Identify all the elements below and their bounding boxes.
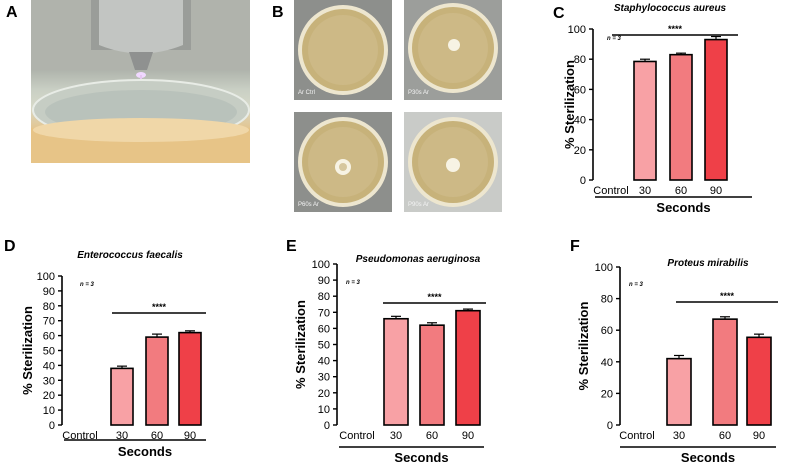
significance-label: ****	[720, 291, 735, 301]
chart-title: Proteus mirabilis	[667, 258, 749, 269]
y-tick-label: 30	[318, 372, 330, 384]
y-tick-label: 100	[37, 271, 55, 283]
panel-letter-d: D	[4, 238, 16, 255]
y-tick-label: 0	[49, 420, 55, 432]
y-axis-label: % Sterilization	[20, 306, 35, 395]
y-tick-label: 50	[43, 346, 55, 358]
x-axis-label: Seconds	[118, 444, 172, 459]
y-tick-label: 40	[43, 360, 55, 372]
plasma-jet-photo	[31, 0, 250, 163]
bar-60	[145, 336, 169, 426]
bar-30	[110, 367, 134, 426]
bar-60	[669, 53, 693, 181]
y-tick-label: 40	[318, 356, 330, 368]
y-tick-label: 30	[43, 375, 55, 387]
y-axis-label: % Sterilization	[293, 300, 308, 389]
x-tick-label: 60	[151, 430, 163, 442]
y-tick-label: 0	[324, 420, 330, 432]
y-tick-label: 20	[43, 390, 55, 402]
y-tick-label: 40	[601, 357, 613, 369]
x-axis-label: Seconds	[681, 450, 735, 465]
bar-90	[178, 331, 202, 426]
bar-60	[712, 318, 738, 426]
y-axis-label: % Sterilization	[562, 60, 577, 149]
x-tick-label: 90	[710, 185, 722, 197]
y-tick-label: 0	[580, 175, 586, 187]
bar-60	[419, 324, 445, 426]
panel-letter-c: C	[553, 5, 565, 22]
panel-letter-f: F	[570, 238, 580, 255]
y-tick-label: 40	[574, 115, 586, 127]
chart-title: Enterococcus faecalis	[77, 250, 183, 261]
x-tick-label: 60	[675, 185, 687, 197]
y-tick-label: 100	[312, 259, 330, 271]
y-tick-label: 50	[318, 340, 330, 352]
y-tick-label: 100	[595, 262, 613, 274]
plate-ar-ctrl	[294, 0, 392, 100]
chart-title: Pseudomonas aeruginosa	[356, 254, 481, 265]
x-tick-label: 60	[719, 430, 731, 442]
significance-label: ****	[668, 24, 683, 34]
y-tick-label: 0	[607, 420, 613, 432]
x-tick-label: 90	[462, 430, 474, 442]
y-tick-label: 60	[574, 84, 586, 96]
bar-90	[455, 309, 481, 426]
plate-p30s	[404, 0, 502, 100]
y-tick-label: 10	[43, 405, 55, 417]
plate-label-ar-ctrl: Ar Ctrl	[298, 90, 315, 96]
x-tick-label: 30	[673, 430, 685, 442]
panel-letter-b: B	[272, 4, 284, 21]
x-tick-label: Control	[339, 430, 374, 442]
panel-letter-a: A	[6, 4, 18, 21]
y-tick-label: 20	[318, 388, 330, 400]
n-label: n = 3	[629, 282, 644, 288]
y-tick-label: 100	[568, 24, 586, 36]
y-tick-label: 80	[574, 54, 586, 66]
bar-90	[746, 336, 772, 426]
significance-label: ****	[152, 302, 167, 312]
y-tick-label: 10	[318, 404, 330, 416]
x-tick-label: 30	[116, 430, 128, 442]
y-tick-label: 90	[43, 286, 55, 298]
x-axis-label: Seconds	[394, 450, 448, 465]
significance-label: ****	[427, 292, 442, 302]
plasma-jet-illustration	[31, 0, 250, 163]
plate-label-p30s: P30s Ar	[408, 90, 430, 96]
plate-label-p60s: P60s Ar	[298, 202, 320, 208]
y-tick-label: 20	[574, 145, 586, 157]
y-tick-label: 60	[43, 331, 55, 343]
panel-letter-e: E	[286, 238, 297, 255]
x-tick-label: 60	[426, 430, 438, 442]
n-label: n = 3	[80, 282, 95, 288]
y-tick-label: 90	[318, 275, 330, 287]
n-label: n = 3	[346, 280, 361, 286]
y-tick-label: 80	[43, 301, 55, 313]
plate-p60s	[294, 112, 392, 212]
y-tick-label: 70	[43, 316, 55, 328]
x-tick-label: 90	[753, 430, 765, 442]
y-tick-label: 60	[601, 325, 613, 337]
bar-30	[666, 357, 692, 426]
x-tick-label: 30	[390, 430, 402, 442]
y-tick-label: 20	[601, 388, 613, 400]
x-tick-label: Control	[62, 430, 97, 442]
y-tick-label: 80	[601, 294, 613, 306]
x-tick-label: Control	[593, 185, 628, 197]
bar-30	[383, 317, 409, 426]
x-tick-label: 90	[184, 430, 196, 442]
chart-title: Staphylococcus aureus	[614, 3, 727, 14]
y-tick-label: 70	[318, 307, 330, 319]
plate-label-p90s: P90s Ar	[408, 202, 430, 208]
x-tick-label: Control	[619, 430, 654, 442]
bar-90	[704, 38, 728, 181]
y-tick-label: 60	[318, 323, 330, 335]
y-axis-label: % Sterilization	[576, 302, 591, 391]
n-label: n = 3	[607, 36, 622, 42]
plate-p90s	[404, 112, 502, 212]
x-axis-label: Seconds	[656, 200, 710, 215]
bar-30	[633, 60, 657, 181]
x-tick-label: 30	[639, 185, 651, 197]
y-tick-label: 80	[318, 291, 330, 303]
